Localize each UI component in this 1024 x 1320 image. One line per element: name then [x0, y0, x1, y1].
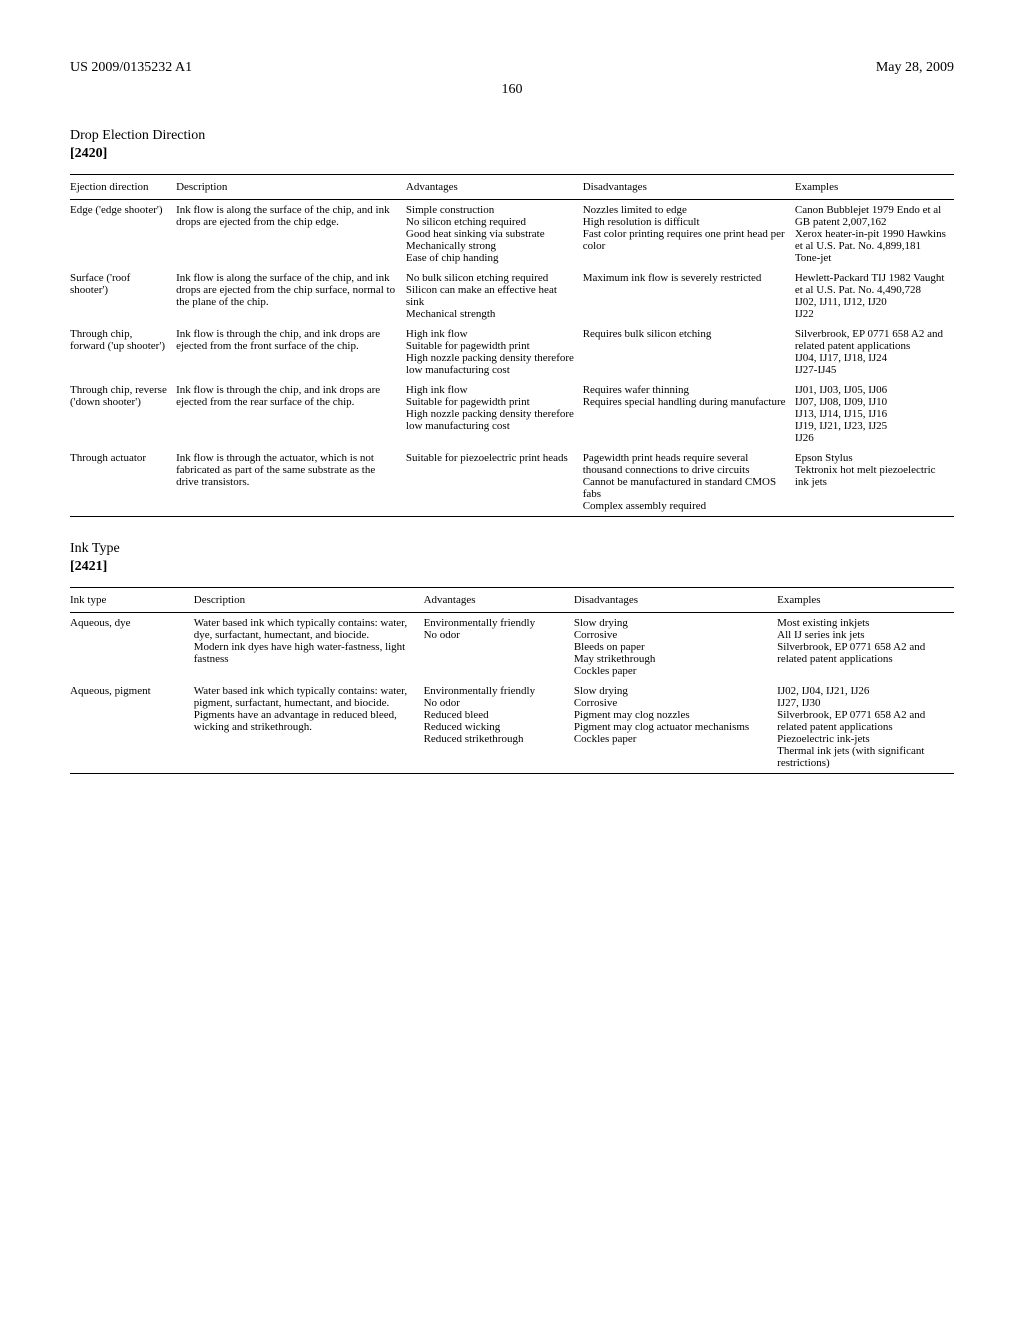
table-cell: Epson StylusTektronix hot melt piezoelec…: [795, 448, 954, 517]
table-cell: IJ01, IJ03, IJ05, IJ06IJ07, IJ08, IJ09, …: [795, 380, 954, 448]
section-number-1: [2420]: [70, 146, 954, 162]
table-cell: Water based ink which typically contains…: [194, 613, 424, 682]
table-cell: Nozzles limited to edgeHigh resolution i…: [583, 200, 795, 269]
table-header: Advantages: [424, 588, 574, 613]
table-cell: Surface ('roof shooter'): [70, 268, 176, 324]
table-row: Edge ('edge shooter')Ink flow is along t…: [70, 200, 954, 269]
section-title-1: Drop Election Direction: [70, 128, 954, 144]
table-cell: Ink flow is through the actuator, which …: [176, 448, 406, 517]
table-cell: Through actuator: [70, 448, 176, 517]
table-cell: High ink flowSuitable for pagewidth prin…: [406, 324, 583, 380]
table-cell: High ink flowSuitable for pagewidth prin…: [406, 380, 583, 448]
table-cell: Edge ('edge shooter'): [70, 200, 176, 269]
table-header: Disadvantages: [574, 588, 777, 613]
table-cell: Slow dryingCorrosiveBleeds on paperMay s…: [574, 613, 777, 682]
table-cell: Pagewidth print heads require several th…: [583, 448, 795, 517]
table-cell: Hewlett-Packard TIJ 1982 Vaught et al U.…: [795, 268, 954, 324]
ink-type-table: Ink type Description Advantages Disadvan…: [70, 587, 954, 774]
table-header: Description: [194, 588, 424, 613]
table-header: Advantages: [406, 175, 583, 200]
table-row: Through chip, forward ('up shooter')Ink …: [70, 324, 954, 380]
table-cell: Silverbrook, EP 0771 658 A2 and related …: [795, 324, 954, 380]
table-cell: Requires bulk silicon etching: [583, 324, 795, 380]
table-header: Disadvantages: [583, 175, 795, 200]
table-cell: Aqueous, dye: [70, 613, 194, 682]
table-cell: Ink flow is through the chip, and ink dr…: [176, 380, 406, 448]
table-cell: No bulk silicon etching requiredSilicon …: [406, 268, 583, 324]
table-header: Ejection direction: [70, 175, 176, 200]
table-cell: Water based ink which typically contains…: [194, 681, 424, 774]
table-row: Aqueous, dyeWater based ink which typica…: [70, 613, 954, 682]
table-cell: Ink flow is along the surface of the chi…: [176, 200, 406, 269]
table-cell: Most existing inkjetsAll IJ series ink j…: [777, 613, 954, 682]
table-cell: Suitable for piezoelectric print heads: [406, 448, 583, 517]
table-header: Description: [176, 175, 406, 200]
table-cell: Ink flow is along the surface of the chi…: [176, 268, 406, 324]
drop-ejection-table: Ejection direction Description Advantage…: [70, 174, 954, 517]
table-cell: Slow dryingCorrosivePigment may clog noz…: [574, 681, 777, 774]
section-title-2: Ink Type: [70, 541, 954, 557]
publication-number: US 2009/0135232 A1: [70, 60, 192, 76]
table-cell: Environmentally friendlyNo odorReduced b…: [424, 681, 574, 774]
table-cell: Through chip, reverse ('down shooter'): [70, 380, 176, 448]
table-header: Ink type: [70, 588, 194, 613]
page-number: 160: [70, 82, 954, 98]
table-cell: Environmentally friendlyNo odor: [424, 613, 574, 682]
table-cell: Aqueous, pigment: [70, 681, 194, 774]
table-row: Surface ('roof shooter')Ink flow is alon…: [70, 268, 954, 324]
table-row: Aqueous, pigmentWater based ink which ty…: [70, 681, 954, 774]
table-cell: Simple constructionNo silicon etching re…: [406, 200, 583, 269]
table-cell: IJ02, IJ04, IJ21, IJ26IJ27, IJ30Silverbr…: [777, 681, 954, 774]
section-number-2: [2421]: [70, 559, 954, 575]
table-cell: Through chip, forward ('up shooter'): [70, 324, 176, 380]
table-cell: Maximum ink flow is severely restricted: [583, 268, 795, 324]
table-row: Through chip, reverse ('down shooter')In…: [70, 380, 954, 448]
table-header: Examples: [777, 588, 954, 613]
table-header: Examples: [795, 175, 954, 200]
table-cell: Ink flow is through the chip, and ink dr…: [176, 324, 406, 380]
table-cell: Canon Bubblejet 1979 Endo et al GB paten…: [795, 200, 954, 269]
table-cell: Requires wafer thinningRequires special …: [583, 380, 795, 448]
table-row: Through actuatorInk flow is through the …: [70, 448, 954, 517]
publication-date: May 28, 2009: [876, 60, 954, 76]
